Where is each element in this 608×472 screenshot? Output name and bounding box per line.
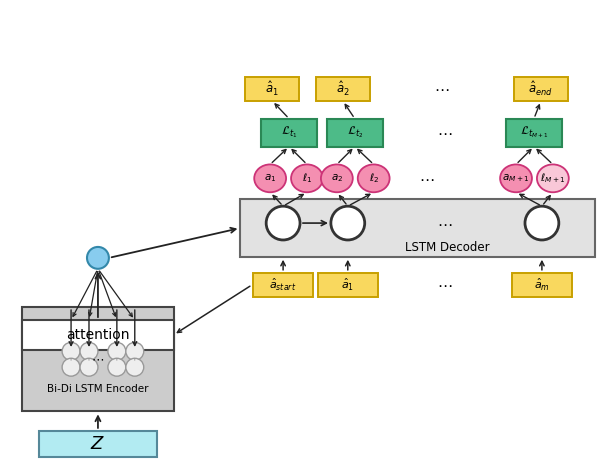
Text: $a_2$: $a_2$ xyxy=(331,172,343,184)
Text: $a_1$: $a_1$ xyxy=(264,172,276,184)
FancyBboxPatch shape xyxy=(506,118,562,146)
FancyBboxPatch shape xyxy=(240,199,595,257)
Text: $\mathcal{L}_{t_2}$: $\mathcal{L}_{t_2}$ xyxy=(347,125,363,140)
Text: $\mathcal{L}_{t_{M+1}}$: $\mathcal{L}_{t_{M+1}}$ xyxy=(520,125,548,140)
Circle shape xyxy=(108,358,126,376)
FancyBboxPatch shape xyxy=(327,118,382,146)
Circle shape xyxy=(108,342,126,360)
Text: LSTM Decoder: LSTM Decoder xyxy=(405,242,489,254)
Text: $\ell_2$: $\ell_2$ xyxy=(368,171,379,185)
FancyBboxPatch shape xyxy=(22,307,174,412)
Ellipse shape xyxy=(358,164,390,192)
Text: $\hat{a}_{m}$: $\hat{a}_{m}$ xyxy=(534,277,550,293)
Ellipse shape xyxy=(500,164,532,192)
Circle shape xyxy=(80,358,98,376)
Text: $\hat{a}_{end}$: $\hat{a}_{end}$ xyxy=(528,80,553,98)
Text: $\hat{a}_{1}$: $\hat{a}_{1}$ xyxy=(341,277,354,293)
FancyBboxPatch shape xyxy=(316,77,370,101)
FancyBboxPatch shape xyxy=(261,118,317,146)
Text: $\hat{a}_{1}$: $\hat{a}_{1}$ xyxy=(265,80,279,98)
Text: $Z$: $Z$ xyxy=(91,435,105,453)
Text: Bi-Di LSTM Encoder: Bi-Di LSTM Encoder xyxy=(47,384,149,394)
Circle shape xyxy=(126,342,143,360)
Circle shape xyxy=(331,206,365,240)
Text: $\ell_{M+1}$: $\ell_{M+1}$ xyxy=(540,171,565,185)
Circle shape xyxy=(525,206,559,240)
Ellipse shape xyxy=(321,164,353,192)
Text: $\cdots$: $\cdots$ xyxy=(437,216,452,231)
Circle shape xyxy=(266,206,300,240)
Text: $\cdots$: $\cdots$ xyxy=(434,81,449,96)
FancyBboxPatch shape xyxy=(512,273,572,296)
Circle shape xyxy=(62,342,80,360)
FancyBboxPatch shape xyxy=(245,77,299,101)
Ellipse shape xyxy=(291,164,323,192)
FancyBboxPatch shape xyxy=(514,77,568,101)
Text: $a_{M+1}$: $a_{M+1}$ xyxy=(502,172,530,184)
Text: $\cdots$: $\cdots$ xyxy=(419,171,434,186)
Text: attention: attention xyxy=(66,328,130,342)
Text: $\hat{a}_{2}$: $\hat{a}_{2}$ xyxy=(336,80,350,98)
FancyBboxPatch shape xyxy=(318,273,378,296)
Ellipse shape xyxy=(254,164,286,192)
Text: $\cdots$: $\cdots$ xyxy=(437,277,452,292)
FancyBboxPatch shape xyxy=(22,320,174,350)
Circle shape xyxy=(87,247,109,269)
Text: $\cdots$: $\cdots$ xyxy=(437,125,452,140)
Circle shape xyxy=(62,358,80,376)
FancyBboxPatch shape xyxy=(254,273,313,296)
Circle shape xyxy=(126,358,143,376)
Text: $\mathcal{L}_{t_1}$: $\mathcal{L}_{t_1}$ xyxy=(281,125,297,140)
FancyBboxPatch shape xyxy=(39,431,157,457)
Text: $\hat{a}_{start}$: $\hat{a}_{start}$ xyxy=(269,277,297,293)
Circle shape xyxy=(80,342,98,360)
Ellipse shape xyxy=(537,164,569,192)
Text: $\ell_1$: $\ell_1$ xyxy=(302,171,312,185)
Text: $\cdots$: $\cdots$ xyxy=(91,353,105,366)
